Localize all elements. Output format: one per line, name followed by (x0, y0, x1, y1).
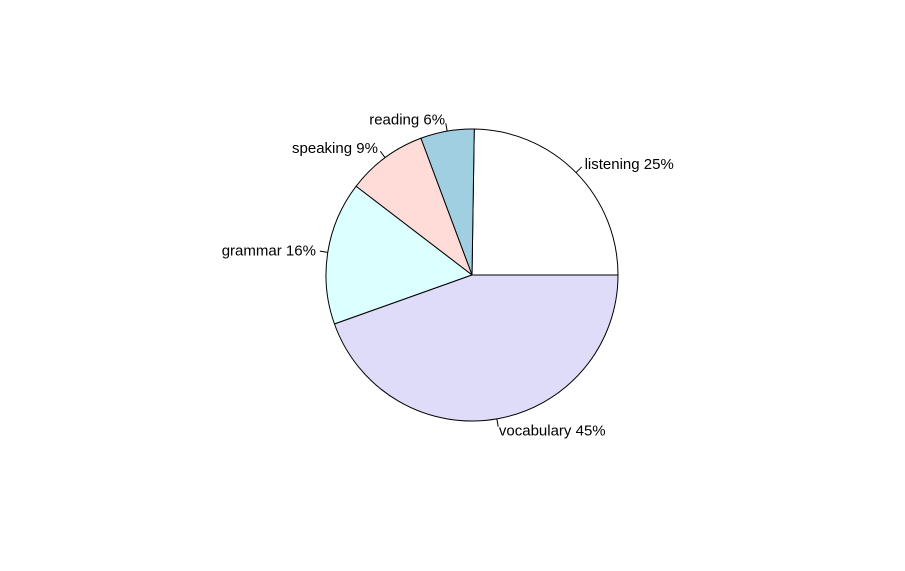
pie-tick-1 (445, 123, 448, 132)
pie-tick-2 (379, 150, 386, 158)
pie-slice-4 (333, 274, 619, 422)
pie-tick-4 (496, 418, 499, 427)
pie-label-1: reading 6% (369, 111, 445, 128)
pie-label-2: speaking 9% (292, 140, 378, 157)
pie-slice-0 (471, 128, 619, 276)
pie-label-3: grammar 16% (222, 243, 316, 260)
pie-labels: listening 25% reading 6% speaking 9% gramma… (222, 111, 674, 439)
pie-slices (325, 128, 619, 422)
pie-tick-3 (319, 250, 328, 253)
pie-slice-2 (355, 137, 474, 277)
pie-slice-3 (325, 185, 474, 325)
pie-label-0: listening 25% (585, 156, 674, 173)
pie-label-ticks (319, 123, 583, 427)
pie-tick-0 (575, 166, 583, 173)
pie-label-4: vocabulary 45% (499, 423, 606, 440)
